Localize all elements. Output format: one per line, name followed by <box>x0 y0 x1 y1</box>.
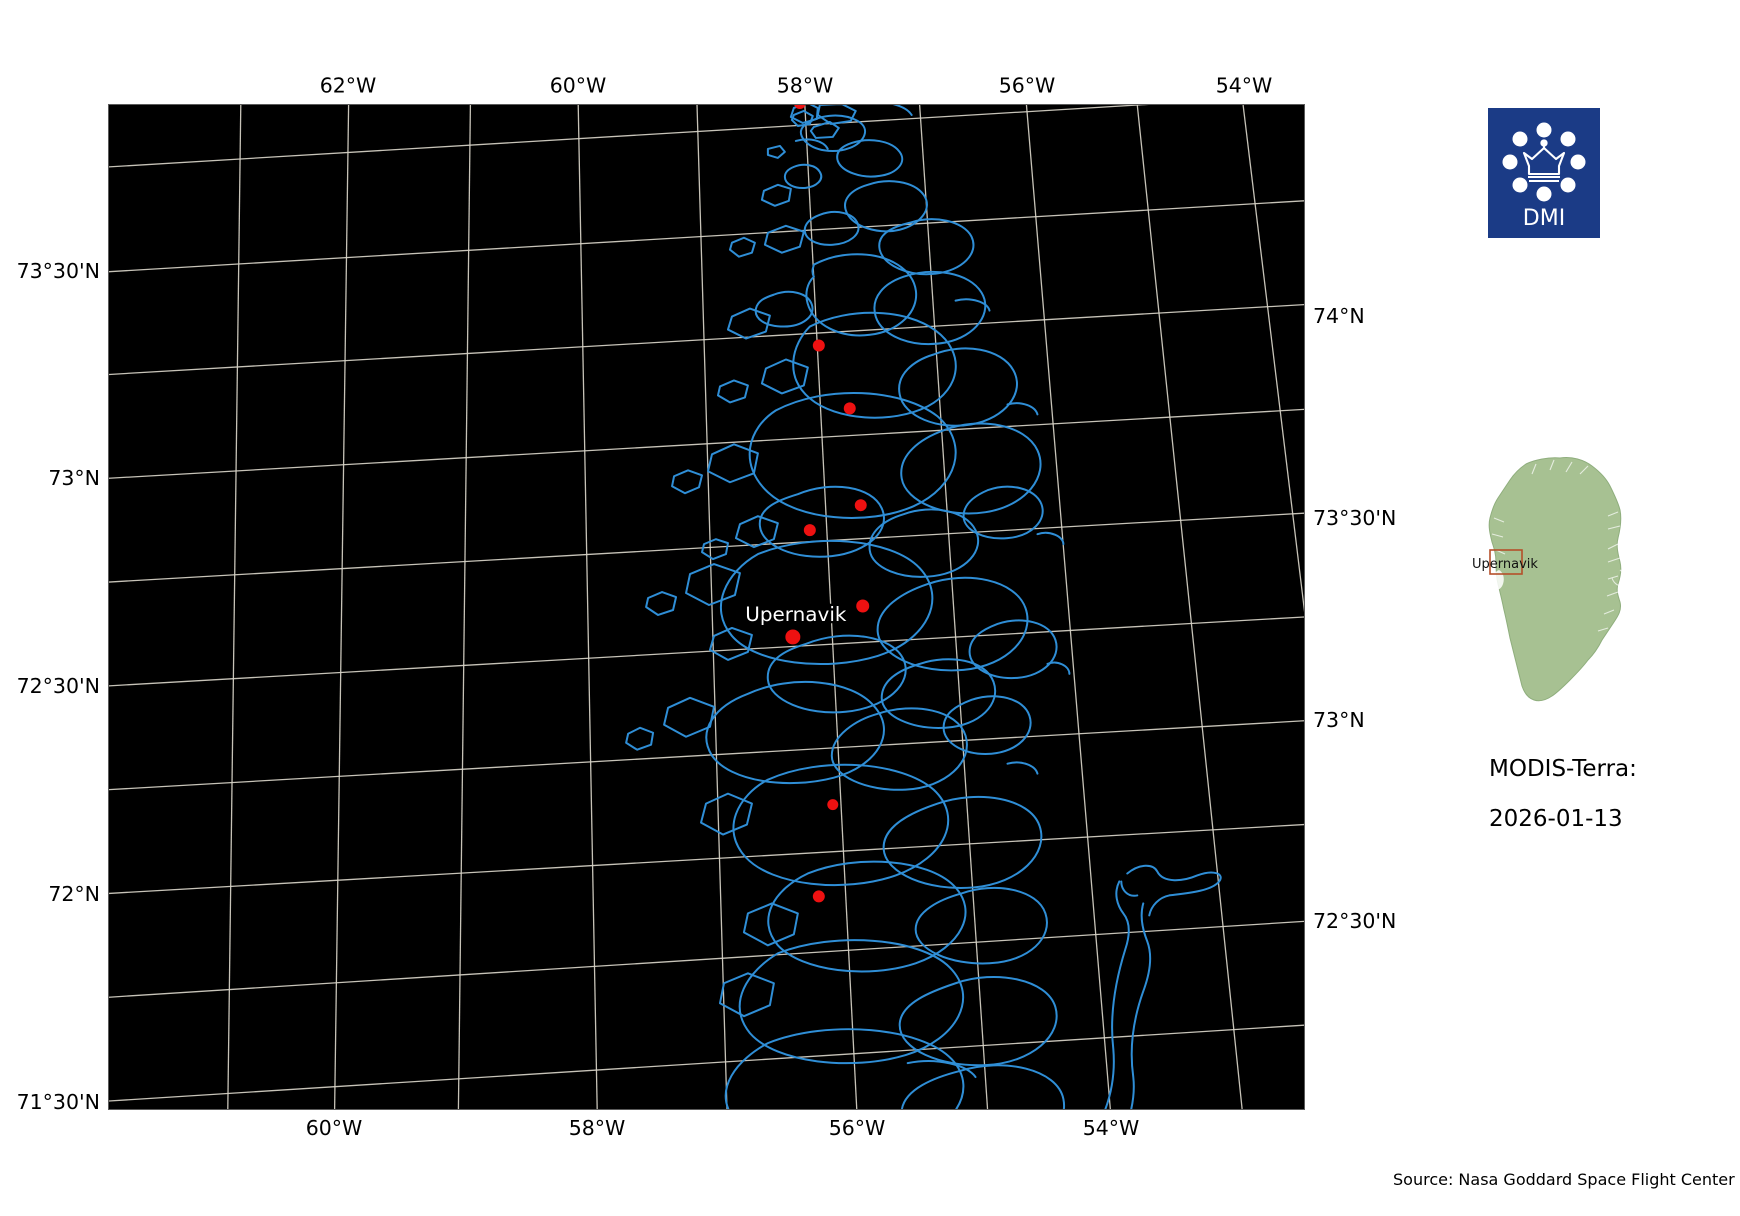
axis-tick-label: 73°30'N <box>16 258 100 283</box>
axis-tick-label: 72°30'N <box>16 673 100 698</box>
axis-tick-label: 62°W <box>319 73 377 98</box>
axis-tick-label: 60°W <box>305 1116 363 1140</box>
satellite-map-panel[interactable]: Upernavik <box>108 104 1305 1110</box>
map-background <box>109 105 1304 1109</box>
inset-west-bay <box>1492 570 1504 591</box>
axis-tick-label: 58°W <box>568 1116 626 1140</box>
axis-tick-label: 72°N <box>48 881 100 906</box>
dmi-logo-graphic: DMI <box>1488 108 1600 238</box>
axis-tick-label: 54°W <box>1082 1116 1140 1140</box>
satellite-source-label: MODIS-Terra: <box>1489 756 1637 782</box>
greenland-inset-graphic: Upernavik <box>1472 457 1627 702</box>
logo-dot-ring <box>1502 122 1586 202</box>
greenland-inset-map[interactable]: Upernavik <box>1468 452 1644 712</box>
dmi-logo: DMI <box>1488 108 1600 238</box>
map-canvas: Upernavik <box>109 105 1304 1109</box>
observation-date: 2026-01-13 <box>1489 806 1623 832</box>
settlement-markers <box>785 105 870 903</box>
crown-icon <box>1522 139 1566 183</box>
axis-tick-label: 73°30'N <box>1313 505 1397 530</box>
svg-text:Upernavik: Upernavik <box>745 602 847 626</box>
inset-region-label: Upernavik <box>1472 557 1538 572</box>
graticule-parallels <box>109 105 1304 1102</box>
axis-tick-label: 60°W <box>549 73 607 98</box>
axis-tick-label: 73°N <box>1313 707 1365 732</box>
axis-tick-label: 56°W <box>998 73 1056 98</box>
axis-tick-label: 71°30'N <box>16 1089 100 1114</box>
axis-tick-label: 58°W <box>776 73 834 98</box>
axis-tick-label: 54°W <box>1215 73 1273 98</box>
axis-tick-label: 73°N <box>48 465 100 490</box>
place-label-upernavik: Upernavik <box>743 600 849 628</box>
coastline-layer <box>625 105 1222 1109</box>
axis-tick-label: 72°30'N <box>1313 908 1397 933</box>
logo-text: DMI <box>1523 206 1565 231</box>
source-attribution: Source: Nasa Goddard Space Flight Center <box>1393 1170 1735 1189</box>
inset-fjord-detail <box>1491 459 1627 632</box>
axis-tick-label: 56°W <box>828 1116 886 1140</box>
axis-tick-label: 74°N <box>1313 303 1365 328</box>
inset-region-box <box>1489 549 1523 575</box>
greenland-landmass <box>1488 457 1622 702</box>
